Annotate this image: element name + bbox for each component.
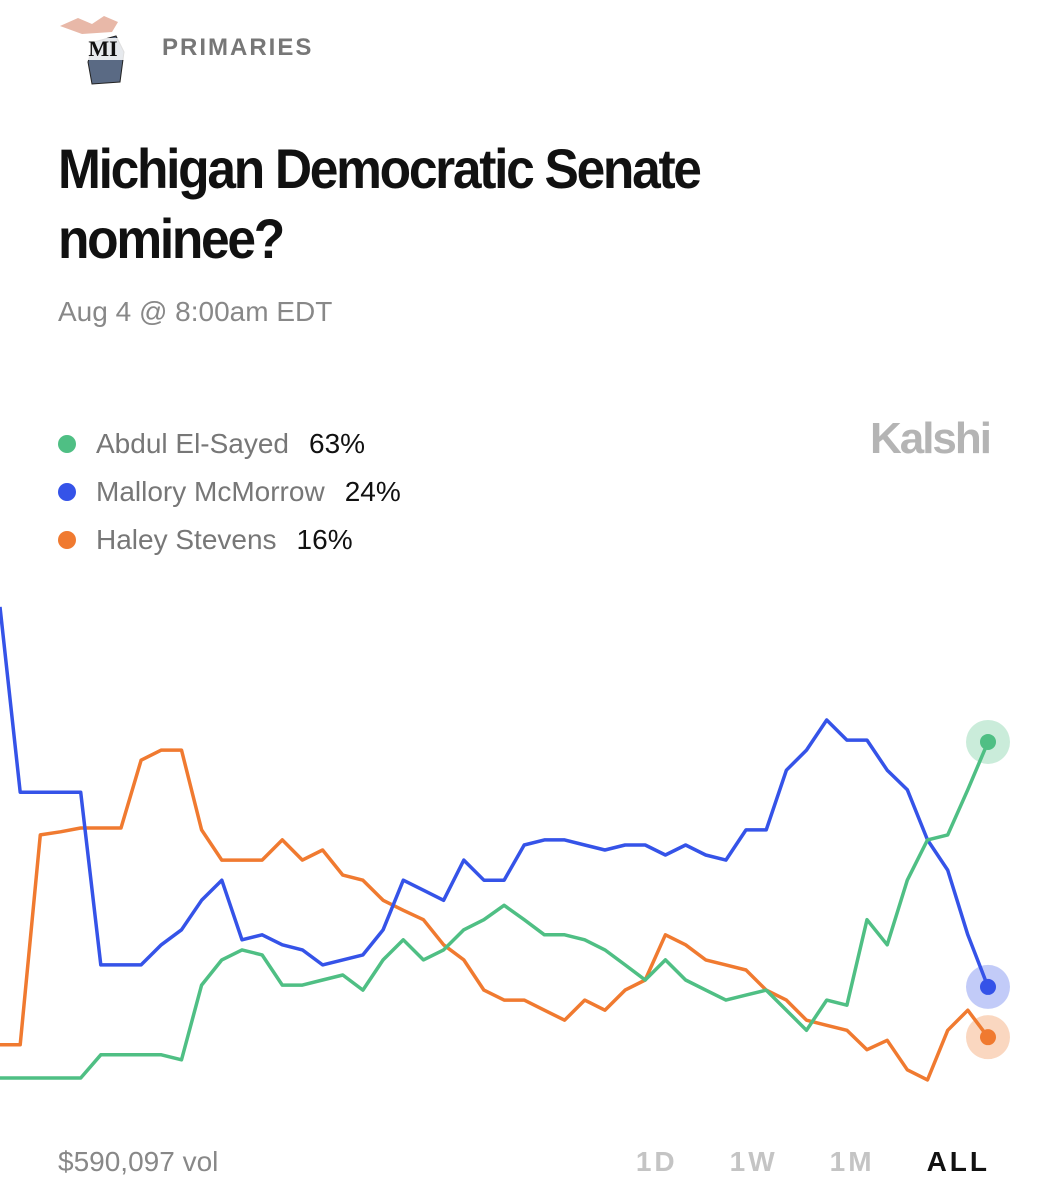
series-line <box>0 606 990 988</box>
range-selector: 1D 1W 1M ALL <box>636 1146 990 1178</box>
range-button[interactable]: 1W <box>729 1146 778 1177</box>
chart-title: Michigan Democratic Senate nominee? <box>58 137 702 270</box>
icon-label: MI <box>88 36 117 61</box>
range-button[interactable]: 1M <box>829 1146 875 1177</box>
brand: Kalshi <box>869 414 992 463</box>
legend-item: Mallory McMorrow 24% <box>58 468 401 516</box>
legend-value: 63% <box>309 428 366 459</box>
legend-item: Abdul El-Sayed 63% <box>58 420 401 468</box>
legend-item: Haley Stevens 16% <box>58 516 401 564</box>
volume: $590,097 vol <box>58 1146 219 1177</box>
series-line <box>0 748 990 1082</box>
series-line <box>0 741 990 1080</box>
legend-swatch <box>58 531 76 549</box>
range-button[interactable]: ALL <box>926 1146 990 1177</box>
legend-swatch <box>58 435 76 453</box>
state-icon: MI <box>60 16 128 85</box>
end-point <box>980 1029 996 1046</box>
section-label: PRIMARIES <box>162 34 314 61</box>
legend-name: Abdul El-Sayed <box>96 428 290 459</box>
legend-value: 24% <box>344 476 401 507</box>
end-point <box>980 733 996 750</box>
legend-name: Mallory McMorrow <box>96 476 325 507</box>
range-button[interactable]: 1D <box>635 1146 678 1177</box>
end-point <box>980 978 996 995</box>
chart-subtitle: Aug 4 @ 8:00am EDT <box>58 296 333 327</box>
legend-swatch <box>58 483 76 501</box>
legend-value: 16% <box>296 524 353 555</box>
legend-name: Haley Stevens <box>96 524 277 555</box>
legend: Abdul El-Sayed 63% Mallory McMorrow 24% Hale… <box>58 420 401 564</box>
